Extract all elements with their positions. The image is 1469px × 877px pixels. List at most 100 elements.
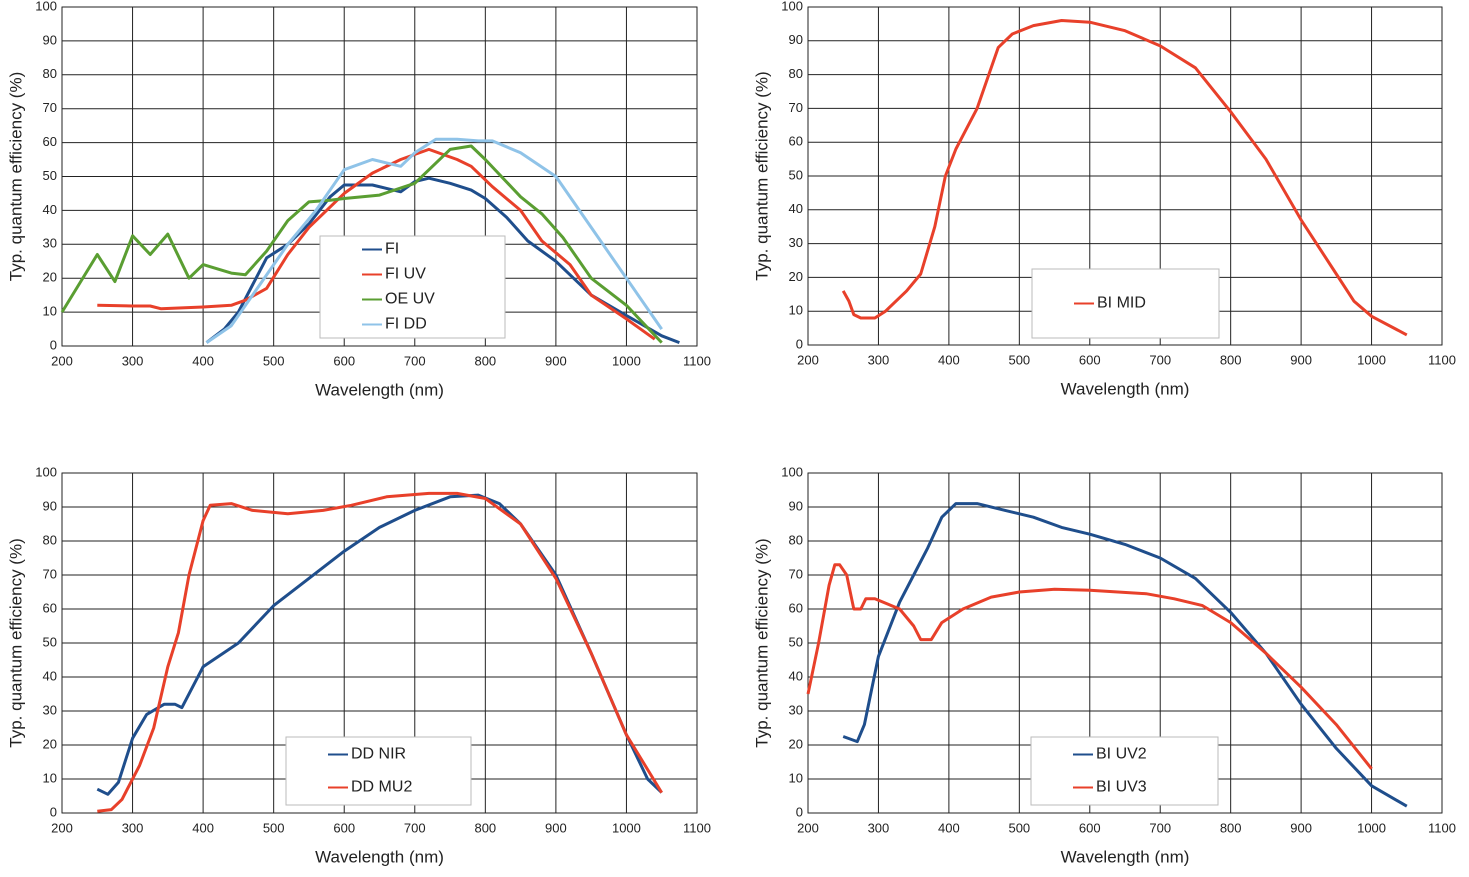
legend-label: BI UV2 — [1096, 746, 1147, 763]
y-tick-label: 80 — [43, 532, 57, 547]
x-tick-label: 400 — [192, 820, 214, 835]
y-tick-label: 20 — [789, 269, 803, 284]
x-tick-label: 300 — [122, 820, 144, 835]
x-tick-label: 300 — [868, 820, 890, 835]
x-tick-label: 200 — [797, 352, 819, 367]
x-tick-label: 1000 — [612, 353, 641, 368]
data-line — [97, 491, 663, 813]
x-tick-label: 500 — [1008, 820, 1030, 835]
x-tick-label: 400 — [938, 352, 960, 367]
y-tick-label: 100 — [35, 464, 57, 479]
x-tick-label: 800 — [1220, 820, 1242, 835]
y-axis-title: Typ. quantum efficiency (%) — [6, 72, 25, 281]
legend-label: DD MU2 — [351, 779, 412, 796]
x-tick-label: 600 — [333, 820, 355, 835]
data-line — [97, 147, 656, 341]
x-axis-title: Wavelength (nm) — [315, 380, 444, 399]
x-tick-label: 600 — [333, 353, 355, 368]
y-tick-label: 100 — [781, 464, 803, 479]
x-tick-label: 800 — [474, 353, 496, 368]
legend-label: FI — [385, 241, 399, 258]
x-tick-label: 1000 — [612, 820, 641, 835]
legend-label: OE UV — [385, 291, 435, 308]
y-tick-label: 50 — [789, 167, 803, 182]
x-tick-label: 700 — [1149, 820, 1171, 835]
y-tick-label: 40 — [789, 201, 803, 216]
x-tick-label: 1100 — [1428, 352, 1456, 367]
x-tick-label: 1000 — [1357, 820, 1386, 835]
x-tick-label: 700 — [404, 820, 426, 835]
y-tick-label: 100 — [781, 0, 803, 13]
y-tick-label: 50 — [43, 168, 57, 183]
x-tick-label: 1100 — [1428, 820, 1456, 835]
y-tick-label: 10 — [43, 770, 57, 785]
legend-label: FI UV — [385, 266, 426, 283]
x-tick-label: 800 — [474, 820, 496, 835]
y-tick-label: 70 — [789, 100, 803, 115]
legend-label: FI DD — [385, 316, 427, 333]
y-tick-label: 30 — [789, 702, 803, 717]
y-tick-label: 90 — [789, 32, 803, 47]
legend-box — [1031, 268, 1220, 339]
data-line — [60, 144, 663, 344]
data-line — [806, 563, 1373, 770]
x-tick-label: 500 — [1008, 352, 1030, 367]
x-tick-label: 900 — [1290, 352, 1312, 367]
y-tick-label: 70 — [789, 566, 803, 581]
y-tick-label: 10 — [789, 303, 803, 318]
y-tick-label: 80 — [789, 66, 803, 81]
x-tick-label: 1000 — [1357, 352, 1386, 367]
y-tick-label: 0 — [50, 337, 57, 352]
y-tick-label: 30 — [43, 236, 57, 251]
y-tick-label: 40 — [43, 668, 57, 683]
legend-label: BI UV3 — [1096, 779, 1147, 796]
x-tick-label: 600 — [1079, 820, 1101, 835]
x-tick-label: 500 — [263, 820, 285, 835]
y-tick-label: 40 — [43, 202, 57, 217]
x-tick-label: 700 — [1149, 352, 1171, 367]
y-tick-label: 10 — [789, 770, 803, 785]
y-tick-label: 0 — [796, 804, 803, 819]
x-tick-label: 900 — [545, 820, 567, 835]
y-tick-label: 90 — [789, 498, 803, 513]
x-tick-label: 400 — [192, 353, 214, 368]
x-tick-label: 900 — [545, 353, 567, 368]
data-line — [841, 19, 1408, 337]
y-tick-label: 60 — [43, 134, 57, 149]
y-axis-title: Typ. quantum efficiency (%) — [752, 538, 771, 747]
x-tick-label: 600 — [1079, 352, 1101, 367]
y-tick-label: 30 — [43, 702, 57, 717]
x-tick-label: 800 — [1220, 352, 1242, 367]
y-tick-label: 80 — [43, 66, 57, 81]
y-axis-title: Typ. quantum efficiency (%) — [752, 71, 771, 280]
x-axis-title: Wavelength (nm) — [315, 847, 444, 866]
x-tick-label: 300 — [122, 353, 144, 368]
data-line — [842, 502, 1408, 808]
x-tick-label: 400 — [938, 820, 960, 835]
legend-box — [319, 235, 506, 339]
x-axis-title: Wavelength (nm) — [1061, 379, 1190, 398]
x-tick-label: 200 — [51, 353, 73, 368]
y-tick-label: 90 — [43, 32, 57, 47]
y-tick-label: 20 — [43, 270, 57, 285]
y-tick-label: 40 — [789, 668, 803, 683]
y-tick-label: 50 — [789, 634, 803, 649]
y-tick-label: 60 — [789, 134, 803, 149]
y-tick-label: 70 — [43, 100, 57, 115]
legend-label: DD NIR — [351, 746, 406, 763]
x-axis-title: Wavelength (nm) — [1061, 847, 1190, 866]
legend-label: BI MID — [1097, 295, 1146, 312]
y-tick-label: 30 — [789, 235, 803, 250]
x-tick-label: 200 — [51, 820, 73, 835]
y-tick-label: 0 — [796, 336, 803, 351]
x-tick-label: 700 — [404, 353, 426, 368]
x-tick-label: 200 — [797, 820, 819, 835]
x-tick-label: 300 — [868, 352, 890, 367]
y-tick-label: 90 — [43, 498, 57, 513]
legend-box — [285, 736, 472, 806]
y-tick-label: 0 — [50, 804, 57, 819]
y-tick-label: 20 — [789, 736, 803, 751]
y-axis-title: Typ. quantum efficiency (%) — [6, 538, 25, 747]
legend-box — [1030, 736, 1219, 806]
